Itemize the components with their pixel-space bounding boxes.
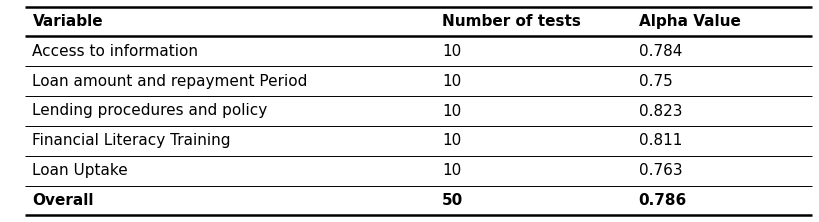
Text: 0.786: 0.786 (638, 193, 686, 208)
Text: Loan Uptake: Loan Uptake (33, 163, 128, 178)
Text: Loan amount and repayment Period: Loan amount and repayment Period (33, 74, 307, 89)
Text: Access to information: Access to information (33, 44, 198, 59)
Text: 50: 50 (441, 193, 463, 208)
Text: 0.75: 0.75 (638, 74, 672, 89)
Text: 10: 10 (441, 74, 460, 89)
Text: Number of tests: Number of tests (441, 14, 580, 29)
Text: 0.784: 0.784 (638, 44, 681, 59)
Text: 0.823: 0.823 (638, 103, 681, 119)
Text: Variable: Variable (33, 14, 103, 29)
Text: 10: 10 (441, 103, 460, 119)
Text: 0.811: 0.811 (638, 133, 681, 148)
Text: Alpha Value: Alpha Value (638, 14, 740, 29)
Text: 10: 10 (441, 44, 460, 59)
Text: 10: 10 (441, 133, 460, 148)
Text: Overall: Overall (33, 193, 94, 208)
Text: Financial Literacy Training: Financial Literacy Training (33, 133, 231, 148)
Text: Lending procedures and policy: Lending procedures and policy (33, 103, 267, 119)
Text: 0.763: 0.763 (638, 163, 681, 178)
Text: 10: 10 (441, 163, 460, 178)
